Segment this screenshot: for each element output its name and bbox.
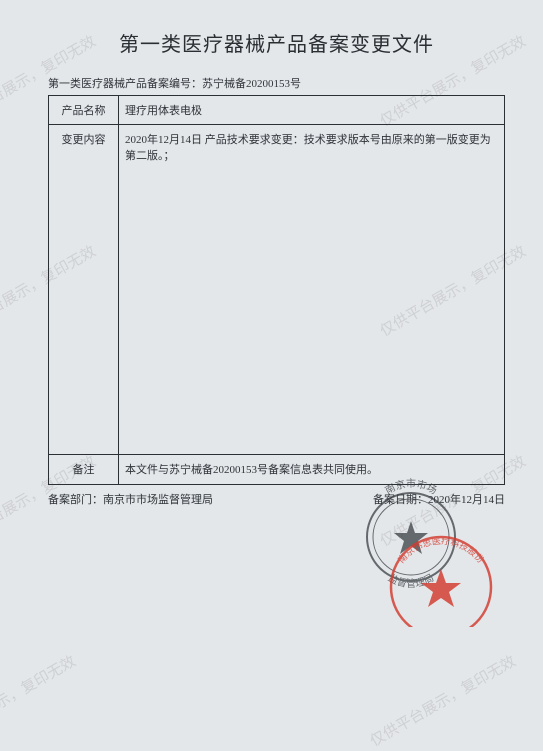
filing-dept-label: 备案部门： [48,494,103,506]
record-number-label: 第一类医疗器械产品备案编号： [48,78,202,90]
change-content-label: 变更内容 [49,125,119,455]
record-number-line: 第一类医疗器械产品备案编号：苏宁械备20200153号 [48,75,505,91]
watermark: 仅供平台展示，复印无效 [366,650,519,751]
filing-date: 备案日期：2020年12月14日 [373,491,505,507]
table-row: 产品名称 理疗用体表电极 [49,96,505,125]
record-number-value: 苏宁械备20200153号 [202,78,301,90]
remark-label: 备注 [49,455,119,485]
star-icon [421,569,461,607]
change-content-value: 2020年12月14日 产品技术要求变更：技术要求版本号由原来的第一版变更为第二… [119,125,505,455]
table-row: 变更内容 2020年12月14日 产品技术要求变更：技术要求版本号由原来的第一版… [49,125,505,455]
seal-red: 南京伟思医疗科技股份 有限公司 3210211704050 [391,535,491,627]
table-row: 备注 本文件与苏宁械备20200153号备案信息表共同使用。 [49,455,505,485]
filing-dept: 备案部门：南京市市场监督管理局 [48,491,213,507]
page-title: 第一类医疗器械产品备案变更文件 [48,28,505,57]
document-page: 第一类医疗器械产品备案变更文件 第一类医疗器械产品备案编号：苏宁械备202001… [0,0,543,527]
filing-date-value: 2020年12月14日 [428,494,505,506]
filing-dept-value: 南京市市场监督管理局 [103,494,213,506]
filing-date-label: 备案日期： [373,494,428,506]
product-name-value: 理疗用体表电极 [119,96,505,125]
document-table: 产品名称 理疗用体表电极 变更内容 2020年12月14日 产品技术要求变更：技… [48,95,505,485]
svg-text:南京伟思医疗科技股份: 南京伟思医疗科技股份 [395,535,486,565]
footer-line: 备案部门：南京市市场监督管理局 备案日期：2020年12月14日 [48,491,505,507]
svg-text:监督管理局: 监督管理局 [386,571,436,590]
watermark: 仅供平台展示，复印无效 [0,650,79,751]
product-name-label: 产品名称 [49,96,119,125]
remark-value: 本文件与苏宁械备20200153号备案信息表共同使用。 [119,455,505,485]
